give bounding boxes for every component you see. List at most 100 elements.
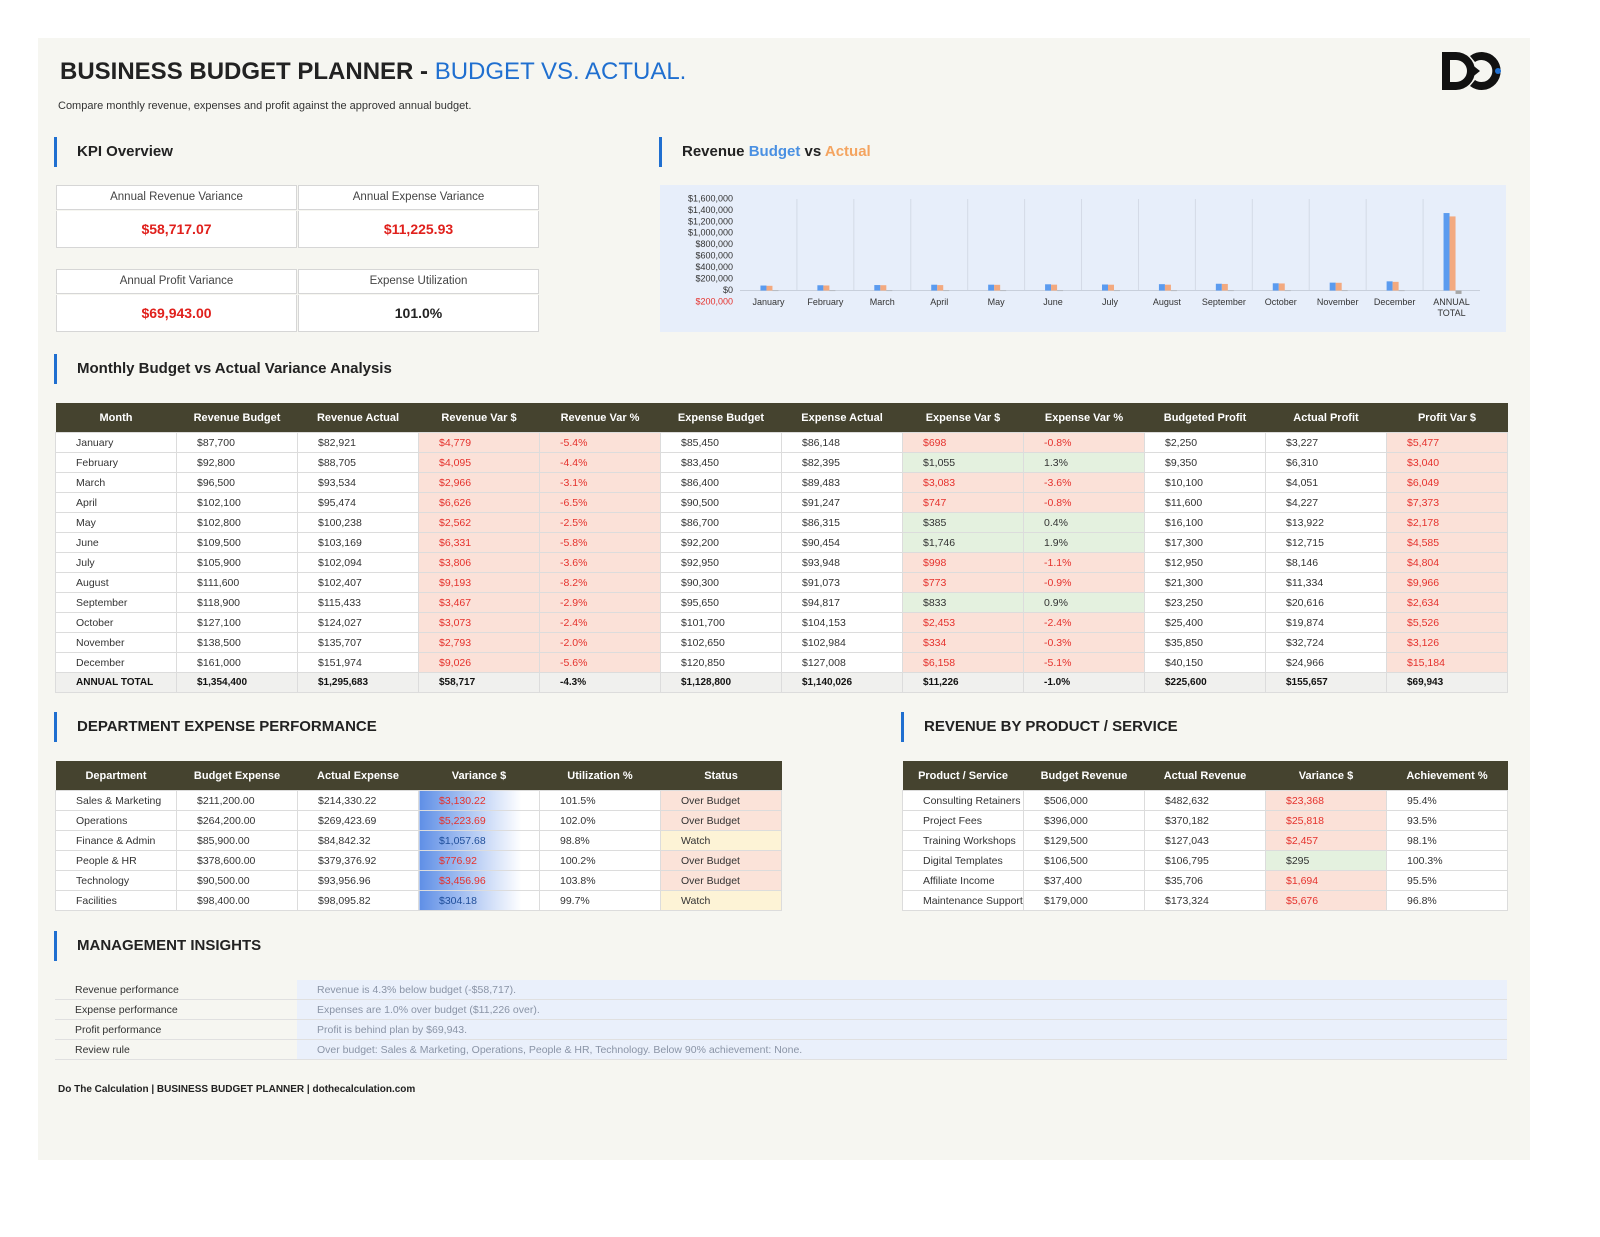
table-cell: $370,182 (1144, 810, 1266, 831)
x-tick-label: September (1201, 297, 1246, 307)
table-cell: $998 (902, 552, 1024, 573)
table-cell: $2,250 (1144, 432, 1266, 453)
table-cell: $334 (902, 632, 1024, 653)
table-cell: November (55, 632, 177, 653)
table-cell: $86,700 (660, 512, 782, 533)
table-cell: 103.8% (539, 870, 661, 891)
kpi-label: Annual Revenue Variance (56, 185, 297, 210)
table-cell: Revenue performance (55, 980, 297, 1000)
table-cell: $3,456.96 (418, 870, 540, 891)
table-cell: October (55, 612, 177, 633)
table-cell: $3,806 (418, 552, 540, 573)
table-cell: $1,746 (902, 532, 1024, 553)
table-cell: 102.0% (539, 810, 661, 831)
table-cell: $1,055 (902, 452, 1024, 473)
kpi-label: Annual Profit Variance (56, 269, 297, 294)
table-cell: $11,600 (1144, 492, 1266, 513)
table-row: June $109,500 $103,169 $6,331 -5.8% $92,200 $9… (55, 532, 1508, 553)
x-tick-label: May (987, 297, 1005, 307)
table-cell: August (55, 572, 177, 593)
table-cell: $173,324 (1144, 890, 1266, 911)
table-cell: Expense performance (55, 999, 297, 1020)
column-header: Revenue Var $ (418, 403, 540, 433)
table-cell: -8.2% (539, 572, 661, 593)
table-cell: $93,956.96 (297, 870, 419, 891)
table-cell: $4,585 (1386, 532, 1508, 553)
bar (829, 290, 836, 292)
x-tick-label: June (1043, 297, 1063, 307)
total-row: ANNUAL TOTAL $1,354,400 $1,295,683 $58,717-… (55, 672, 1508, 693)
table-cell: $104,153 (781, 612, 903, 633)
table-cell: $90,500.00 (176, 870, 298, 891)
table-cell: Finance & Admin (55, 830, 177, 851)
table-cell: $304.18 (418, 890, 540, 911)
page-title: BUSINESS BUDGET PLANNER - BUDGET VS. ACT… (60, 58, 686, 86)
table-cell: -2.4% (1023, 612, 1145, 633)
table-cell: Review rule (55, 1039, 297, 1060)
table-cell: -2.5% (539, 512, 661, 533)
bar (1170, 290, 1177, 292)
column-header: Variance $ (1265, 761, 1387, 791)
bar (1215, 283, 1222, 291)
table-cell: Over Budget (660, 850, 782, 871)
table-cell: $86,315 (781, 512, 903, 533)
bar (1455, 290, 1462, 294)
table-cell: $92,950 (660, 552, 782, 573)
table-cell: $5,477 (1386, 432, 1508, 453)
table-cell: $115,433 (297, 592, 419, 613)
table-row: Training Workshops $129,500 $127,043 $2,457… (902, 830, 1508, 851)
x-tick-label: July (1101, 297, 1118, 307)
table-cell: 95.5% (1386, 870, 1508, 891)
column-header: Month (55, 403, 177, 433)
table-cell: $69,943 (1386, 672, 1508, 693)
table-cell: $1,140,026 (781, 672, 903, 693)
table-cell: $9,966 (1386, 572, 1508, 593)
table-cell: February (55, 452, 177, 473)
table-cell: $90,300 (660, 572, 782, 593)
table-cell: $102,984 (781, 632, 903, 653)
insights-table: Revenue performance Revenue is 4.3% below… (55, 980, 1507, 1060)
table-cell: July (55, 552, 177, 573)
section-heading: MANAGEMENT INSIGHTS (54, 931, 261, 961)
table-cell: Over budget: Sales & Marketing, Operatio… (297, 1039, 1507, 1060)
table-cell: $102,800 (176, 512, 298, 533)
table-cell: $1,694 (1265, 870, 1387, 891)
bar (1221, 283, 1228, 291)
table-cell: 100.3% (1386, 850, 1508, 871)
column-header: Status (660, 761, 782, 791)
table-cell: $3,130.22 (418, 790, 540, 811)
table-cell: $98,095.82 (297, 890, 419, 911)
column-header: Revenue Var % (539, 403, 661, 433)
table-cell: $2,793 (418, 632, 540, 653)
table-row: February $92,800 $88,705 $4,095 -4.4% $83,450… (55, 452, 1508, 473)
table-cell: $102,100 (176, 492, 298, 513)
table-cell: -3.6% (1023, 472, 1145, 493)
y-tick-label: $200,000 (695, 273, 733, 283)
kpi-value: $69,943.00 (56, 295, 297, 332)
table-cell: $91,247 (781, 492, 903, 513)
table-cell: $506,000 (1023, 790, 1145, 811)
table-cell: Sales & Marketing (55, 790, 177, 811)
table-body: Sales & Marketing $211,200.00 $214,330.22 $… (55, 790, 782, 911)
table-cell: $129,500 (1023, 830, 1145, 851)
table-head: Department Budget Expense Actual Expense Va… (55, 761, 782, 791)
kpi-card: Annual Revenue Variance $58,717.07 (56, 185, 297, 248)
table-cell: $1,354,400 (176, 672, 298, 693)
x-tick-label: February (807, 297, 844, 307)
table-cell: $264,200.00 (176, 810, 298, 831)
table-cell: $6,049 (1386, 472, 1508, 493)
table-cell: $102,094 (297, 552, 419, 573)
table-cell: $96,500 (176, 472, 298, 493)
table-cell: $1,057.68 (418, 830, 540, 851)
table-cell: $151,974 (297, 652, 419, 673)
table-cell: $111,600 (176, 572, 298, 593)
bar (1045, 284, 1052, 291)
bar (1051, 284, 1058, 291)
column-header: Budget Expense (176, 761, 298, 791)
table-cell: $3,227 (1265, 432, 1387, 453)
table-cell: $396,000 (1023, 810, 1145, 831)
table-cell: $482,632 (1144, 790, 1266, 811)
table-cell: $103,169 (297, 532, 419, 553)
column-header: Revenue Actual (297, 403, 419, 433)
